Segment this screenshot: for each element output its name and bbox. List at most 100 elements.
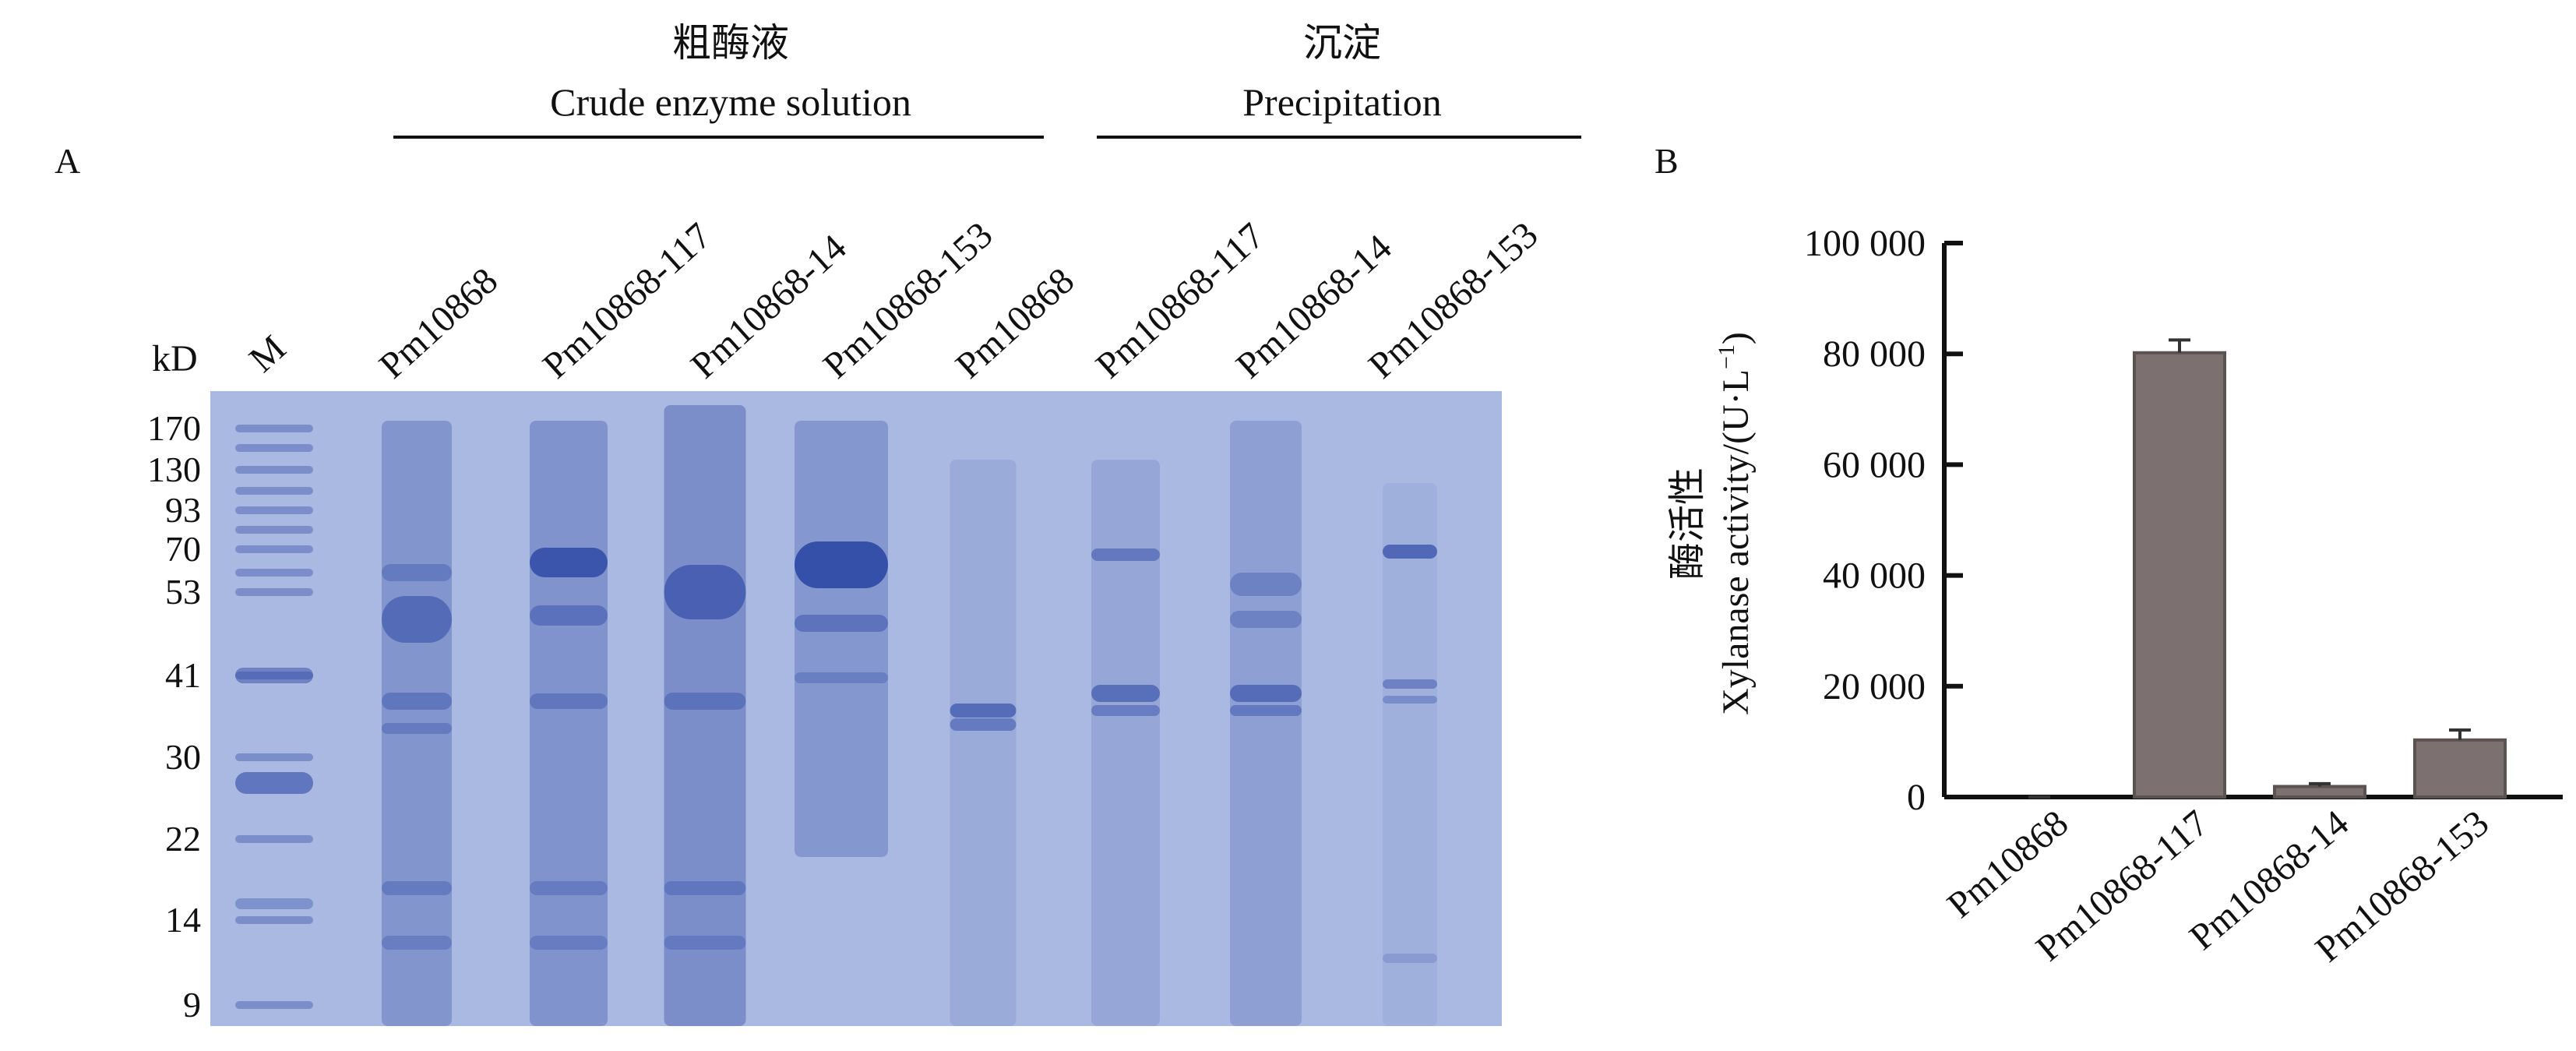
gel-background xyxy=(210,391,1502,1026)
panel-b-label: B xyxy=(1654,141,1679,181)
gel-lane xyxy=(1230,421,1302,1026)
gel-band xyxy=(530,605,608,626)
gel-band xyxy=(1091,705,1160,716)
marker-size-label: 14 xyxy=(165,900,201,940)
y-tick-label: 100 000 xyxy=(1804,223,1926,264)
panel-a-label: A xyxy=(55,141,80,181)
lane-labels: Pm10868 Pm10868-117Pm10868-14Pm10868-153P… xyxy=(372,214,1546,386)
group-crude-en-title: Crude enzyme solution xyxy=(550,80,911,124)
y-axis-label-sup: −1 xyxy=(1714,344,1739,369)
gel-band xyxy=(1091,685,1160,702)
group-precip-cn-title: 沉淀 xyxy=(1303,21,1381,65)
gel-smear xyxy=(530,421,608,1026)
gel-band xyxy=(1230,685,1302,702)
bar-pm10868-117 xyxy=(2133,351,2226,799)
y-tick-label: 0 xyxy=(1907,777,1926,818)
gel-smear xyxy=(1091,460,1160,1026)
marker-size-label: 93 xyxy=(165,490,201,530)
gel-band xyxy=(530,936,608,950)
marker-size-label: 41 xyxy=(165,655,201,695)
panel-a-sds-page: A 粗酶液 Crude enzyme solution 沉淀 Precipita… xyxy=(55,21,1581,1026)
gel-lane-marker xyxy=(235,425,313,1009)
y-tick-label: 20 000 xyxy=(1823,666,1926,707)
gel-band xyxy=(1383,545,1437,559)
y-tick-label: 40 000 xyxy=(1823,555,1926,597)
y-axis-label-cn: 酶活性 xyxy=(1667,467,1708,580)
lane-label: Pm10868 xyxy=(948,260,1082,387)
gel-band xyxy=(235,506,313,514)
gel-band xyxy=(235,1001,313,1009)
gel-band xyxy=(235,466,313,474)
y-tick-label: 60 000 xyxy=(1823,444,1926,485)
gel-lane xyxy=(795,421,888,857)
gel-band xyxy=(530,881,608,895)
marker-size-label: 30 xyxy=(165,737,201,777)
gel-band xyxy=(235,772,313,794)
gel-band xyxy=(382,723,452,734)
gel-band xyxy=(235,916,313,924)
gel-band xyxy=(664,881,746,895)
gel-band xyxy=(1091,548,1160,561)
gel-band xyxy=(235,545,313,553)
gel-band xyxy=(235,753,313,761)
bar-pm10868-153 xyxy=(2413,738,2507,799)
gel-band xyxy=(530,548,608,577)
gel-band xyxy=(235,569,313,577)
marker-size-label: 70 xyxy=(165,529,201,569)
gel-band xyxy=(1230,705,1302,716)
y-axis-label-en-main: Xylanase activity/(U·L xyxy=(1715,369,1757,715)
gel-band xyxy=(664,565,746,619)
chart-axes: 0 20 000 40 000 60 000 80 000 100 000 xyxy=(1804,223,2563,818)
group-crude-cn-title: 粗酶液 xyxy=(672,21,789,65)
gel-smear xyxy=(950,460,1017,1026)
gel-lane xyxy=(1091,460,1160,1026)
gel-band xyxy=(1383,954,1437,963)
y-axis-label-close: ) xyxy=(1715,332,1757,344)
gel-band xyxy=(1230,611,1302,628)
lane-label: Pm10868 xyxy=(372,260,506,387)
chart-bars xyxy=(2028,338,2507,799)
marker-size-label: 130 xyxy=(147,450,201,489)
x-tick-label: Pm10868 xyxy=(1940,802,2076,926)
gel-band xyxy=(235,526,313,534)
panel-b-bar-chart: B 酶活性 Xylanase activity/(U·L−1) 0 20 000 4… xyxy=(1654,141,2563,970)
gel-band xyxy=(235,835,313,843)
gel-smear xyxy=(382,421,452,1026)
gel-band xyxy=(382,564,452,581)
marker-size-label: 9 xyxy=(183,985,201,1025)
gel-band xyxy=(382,881,452,895)
bar-pm10868-14 xyxy=(2273,785,2366,799)
gel-smear xyxy=(1383,483,1437,1026)
y-axis-label-en: Xylanase activity/(U·L−1) xyxy=(1714,332,1757,715)
gel-band xyxy=(1230,573,1302,596)
gel-band xyxy=(795,541,888,588)
gel-lane xyxy=(950,460,1017,1026)
marker-size-label: 53 xyxy=(165,572,201,612)
gel-band xyxy=(235,487,313,495)
gel-smear xyxy=(1230,421,1302,1026)
gel-band xyxy=(235,444,313,452)
gel-smear xyxy=(664,405,746,1026)
gel-lane xyxy=(1383,483,1437,1026)
gel-band xyxy=(382,936,452,950)
gel-band xyxy=(1383,679,1437,689)
gel-band xyxy=(382,596,452,643)
gel-band xyxy=(382,693,452,710)
lane-label: Pm10868-153 xyxy=(1361,214,1546,386)
gel-band xyxy=(1383,696,1437,704)
gel-band xyxy=(664,693,746,710)
gel-band xyxy=(795,672,888,683)
kd-axis-label: kD xyxy=(152,338,198,379)
gel-band xyxy=(530,693,608,709)
gel-lane xyxy=(530,421,608,1026)
gel-band xyxy=(235,668,313,683)
group-precip-en-title: Precipitation xyxy=(1242,80,1442,124)
gel-band xyxy=(950,718,1017,731)
marker-lane-label: M xyxy=(241,327,294,380)
marker-size-label: 22 xyxy=(165,819,201,859)
gel-lane xyxy=(664,405,746,1026)
y-tick-label: 80 000 xyxy=(1823,333,1926,375)
